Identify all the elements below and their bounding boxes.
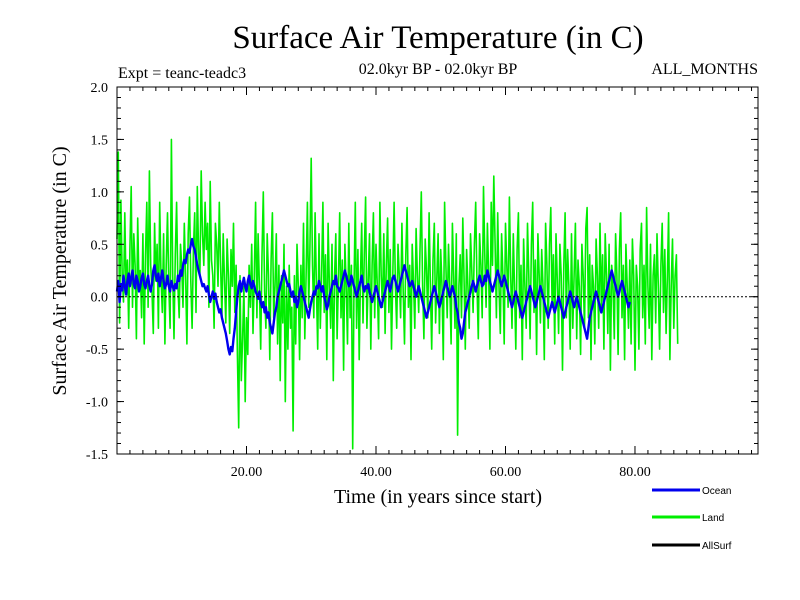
x-axis-ticks: 20.00 40.00 60.00 80.00	[129, 87, 753, 480]
y-axis-ticks: -1.5 -1.0 -0.5 0.0 0.5 1.0 1.5 2.0	[86, 81, 758, 463]
plot-area: -1.5 -1.0 -0.5 0.0 0.5 1.0 1.5 2.0 20.00 40.00 60…	[86, 81, 759, 480]
y-tick-label: -0.5	[86, 343, 108, 358]
chart-title: Surface Air Temperature (in C)	[232, 20, 643, 56]
period-label: 02.0kyr BP - 02.0kyr BP	[359, 61, 518, 78]
y-axis-label: Surface Air Temperature (in C)	[49, 146, 71, 395]
x-tick-label: 20.00	[231, 465, 263, 480]
y-tick-label: 2.0	[91, 81, 109, 96]
y-tick-label: -1.5	[86, 448, 108, 463]
x-axis-label: Time (in years since start)	[334, 486, 542, 508]
x-tick-label: 80.00	[619, 465, 651, 480]
y-tick-label: -1.0	[86, 396, 108, 411]
y-tick-label: 1.0	[91, 186, 109, 201]
y-tick-label: 0.5	[91, 238, 109, 253]
x-tick-label: 40.00	[360, 465, 392, 480]
legend-label-ocean: Ocean	[702, 486, 731, 497]
experiment-label: Expt = teanc-teadc3	[118, 65, 246, 82]
legend: Ocean Land AllSurf	[652, 486, 732, 552]
legend-label-allsurf: AllSurf	[702, 541, 732, 552]
series-layer	[115, 138, 679, 450]
months-label: ALL_MONTHS	[651, 61, 758, 78]
y-tick-label: 0.0	[91, 291, 109, 306]
legend-label-land: Land	[702, 513, 724, 524]
x-tick-label: 60.00	[490, 465, 522, 480]
y-tick-label: 1.5	[91, 133, 109, 148]
series-line-land	[116, 138, 679, 450]
plot-frame	[116, 86, 759, 455]
